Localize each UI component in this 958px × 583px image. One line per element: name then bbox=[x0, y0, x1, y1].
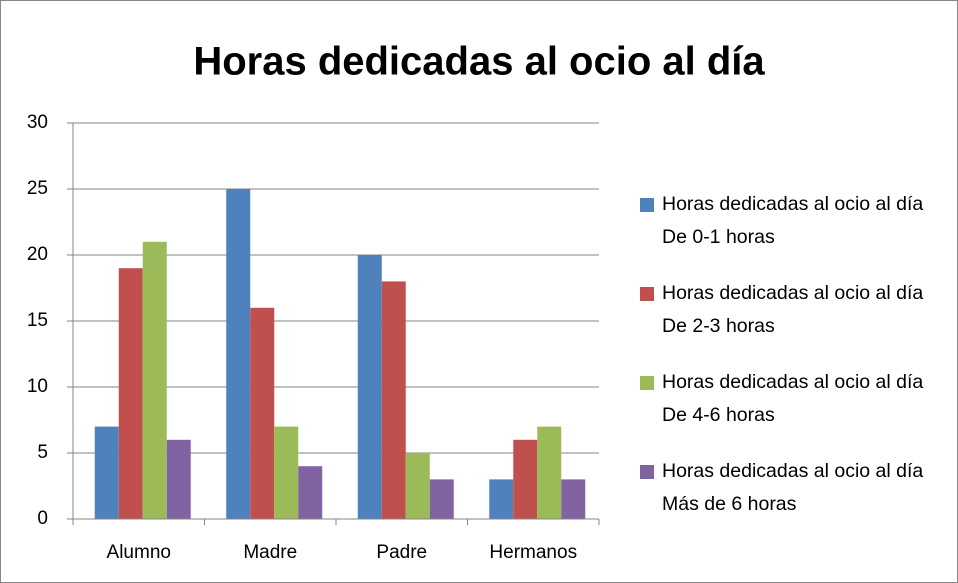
x-tick-label: Hermanos bbox=[489, 542, 577, 563]
y-tick-label: 30 bbox=[27, 112, 48, 133]
legend-label: Horas dedicadas al ocio al día De 2-3 ho… bbox=[662, 282, 924, 337]
legend-entry: Horas dedicadas al ocio al día Más de 6 … bbox=[640, 455, 950, 521]
legend-label: Horas dedicadas al ocio al día De 4-6 ho… bbox=[662, 371, 924, 426]
y-tick-label: 20 bbox=[27, 244, 48, 265]
legend: Horas dedicadas al ocio al día De 0-1 ho… bbox=[640, 188, 950, 544]
y-tick-label: 15 bbox=[27, 310, 48, 331]
legend-label: Horas dedicadas al ocio al día De 0-1 ho… bbox=[662, 193, 924, 248]
legend-entry: Horas dedicadas al ocio al día De 4-6 ho… bbox=[640, 366, 950, 432]
bar bbox=[357, 255, 382, 519]
legend-swatch bbox=[640, 198, 654, 212]
bar bbox=[94, 426, 119, 519]
bar bbox=[513, 439, 538, 519]
x-tick-label: Padre bbox=[376, 542, 427, 563]
bar bbox=[274, 426, 299, 519]
x-tick-label: Alumno bbox=[107, 542, 171, 563]
y-tick-label: 25 bbox=[27, 178, 48, 199]
bar bbox=[381, 281, 406, 519]
bar bbox=[298, 466, 323, 519]
bar bbox=[489, 479, 514, 519]
bar bbox=[142, 241, 167, 520]
y-tick-label: 0 bbox=[37, 508, 48, 529]
legend-entry: Horas dedicadas al ocio al día De 2-3 ho… bbox=[640, 277, 950, 343]
bar bbox=[226, 189, 251, 519]
bar bbox=[166, 439, 191, 519]
legend-label: Horas dedicadas al ocio al día Más de 6 … bbox=[662, 460, 924, 515]
legend-swatch bbox=[640, 287, 654, 301]
bar bbox=[118, 268, 143, 519]
y-tick-label: 10 bbox=[27, 376, 48, 397]
y-tick-label: 5 bbox=[37, 442, 48, 463]
bar bbox=[250, 307, 275, 519]
legend-swatch bbox=[640, 376, 654, 390]
bar bbox=[429, 479, 454, 519]
bar bbox=[561, 479, 586, 519]
legend-swatch bbox=[640, 465, 654, 479]
legend-entry: Horas dedicadas al ocio al día De 0-1 ho… bbox=[640, 188, 950, 254]
bar bbox=[405, 453, 430, 519]
x-tick-label: Madre bbox=[243, 542, 297, 563]
bar bbox=[537, 426, 562, 519]
chart-title: Horas dedicadas al ocio al día bbox=[193, 40, 765, 84]
